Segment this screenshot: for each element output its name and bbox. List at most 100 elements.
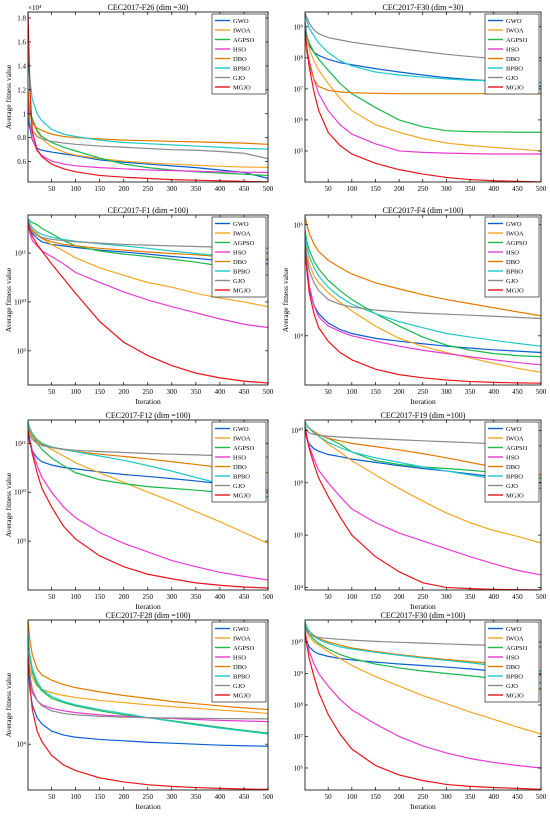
y-exponent-label: ×10⁴ bbox=[28, 4, 42, 12]
series-line-mgjo bbox=[28, 654, 268, 790]
legend-box bbox=[484, 421, 540, 503]
y-tick-label: 10⁴ bbox=[294, 584, 304, 592]
y-tick-label: 10⁴ bbox=[294, 332, 304, 340]
legend-label-bpbo: BPBO bbox=[506, 65, 523, 72]
legend-box bbox=[484, 13, 540, 95]
x-tick-label: 400 bbox=[488, 593, 499, 601]
legend-label-dbo: DBO bbox=[506, 259, 520, 266]
legend-label-bpbo: BPBO bbox=[233, 65, 250, 72]
y-tick-label: 10⁴ bbox=[17, 741, 27, 749]
series-line-bpbo bbox=[28, 59, 268, 150]
x-tick-label: 400 bbox=[215, 185, 226, 193]
legend-label-agpso: AGPSO bbox=[506, 445, 528, 452]
series-line-agpso bbox=[305, 622, 541, 684]
legend: GWO IWOA AGPSO HSO DBO BPBO GJO MGJO bbox=[211, 421, 267, 503]
legend-label-iwoa: IWOA bbox=[233, 27, 251, 34]
x-tick-label: 400 bbox=[488, 185, 499, 193]
series-line-iwoa bbox=[305, 626, 541, 735]
legend-label-dbo: DBO bbox=[233, 664, 247, 671]
legend-label-bpbo: BPBO bbox=[233, 673, 250, 680]
x-tick-label: 150 bbox=[370, 793, 381, 801]
x-tick-label: 200 bbox=[394, 793, 405, 801]
legend-label-gjo: GJO bbox=[506, 683, 518, 690]
chart-title: CEC2017-F30 (dim =100) bbox=[381, 611, 466, 620]
x-tick-label: 200 bbox=[394, 593, 405, 601]
x-tick-label: 250 bbox=[418, 593, 429, 601]
series-line-gwo bbox=[305, 430, 541, 484]
legend-label-mgjo: MGJO bbox=[233, 84, 251, 91]
x-tick-label: 350 bbox=[465, 185, 476, 193]
legend-label-iwoa: IWOA bbox=[233, 230, 251, 237]
x-tick-label: 400 bbox=[488, 793, 499, 801]
legend-label-agpso: AGPSO bbox=[233, 645, 255, 652]
y-tick-label: 10¹¹ bbox=[15, 250, 26, 258]
y-tick-label: 10⁸ bbox=[294, 479, 304, 487]
series-line-hso bbox=[305, 629, 541, 769]
y-tick-label: 10⁹ bbox=[17, 538, 27, 546]
y-tick-label: 1 bbox=[23, 110, 27, 118]
legend-label-iwoa: IWOA bbox=[506, 435, 524, 442]
chart-title: CEC2017-F26 (dim =30) bbox=[108, 3, 189, 12]
series-line-dbo bbox=[28, 423, 268, 474]
legend-label-bpbo: BPBO bbox=[233, 268, 250, 275]
chart-title: CEC2017-F28 (dim =100) bbox=[106, 611, 191, 620]
x-tick-label: 300 bbox=[441, 593, 452, 601]
x-tick-label: 250 bbox=[143, 593, 154, 601]
y-tick-label: 10⁷ bbox=[294, 85, 304, 93]
legend-label-agpso: AGPSO bbox=[506, 37, 528, 44]
legend-label-hso: HSO bbox=[233, 249, 246, 256]
x-axis-label: Iteration bbox=[135, 802, 161, 811]
chart-panel-5: 50 100 150 200 250 300 350 400 450 500 10⁹ 10¹⁰ 10¹¹… bbox=[4, 411, 274, 611]
x-tick-label: 100 bbox=[347, 388, 358, 396]
x-tick-label: 100 bbox=[70, 593, 81, 601]
series-line-iwoa bbox=[305, 24, 541, 152]
series-line-gjo bbox=[305, 425, 541, 447]
legend-label-gjo: GJO bbox=[506, 278, 518, 285]
y-tick-label: 10¹⁰ bbox=[14, 298, 26, 306]
series-line-gjo bbox=[28, 113, 268, 160]
legend-label-gwo: GWO bbox=[233, 626, 249, 633]
x-tick-label: 450 bbox=[239, 593, 250, 601]
series-line-mgjo bbox=[305, 428, 541, 590]
x-tick-label: 450 bbox=[239, 185, 250, 193]
x-tick-label: 300 bbox=[441, 185, 452, 193]
x-tick-label: 200 bbox=[118, 388, 129, 396]
y-tick-label: 1.2 bbox=[17, 86, 26, 94]
chart-title: CEC2017-F19 (dim =100) bbox=[381, 411, 466, 420]
legend-label-gjo: GJO bbox=[506, 75, 518, 82]
x-tick-label: 300 bbox=[167, 388, 178, 396]
series-line-gwo bbox=[28, 434, 268, 491]
chart-title: CEC2017-F1 (dim =100) bbox=[108, 206, 189, 215]
legend: GWO IWOA AGPSO HSO DBO BPBO GJO MGJO bbox=[484, 421, 540, 503]
x-tick-label: 250 bbox=[143, 388, 154, 396]
x-tick-label: 400 bbox=[215, 388, 226, 396]
x-tick-label: 150 bbox=[94, 793, 105, 801]
series-line-gjo bbox=[305, 626, 541, 648]
legend-label-hso: HSO bbox=[506, 249, 519, 256]
x-axis-label: Iteration bbox=[135, 602, 161, 611]
legend-label-mgjo: MGJO bbox=[506, 84, 524, 91]
y-tick-label: 10⁶ bbox=[294, 116, 304, 124]
legend-box bbox=[484, 216, 540, 298]
x-tick-label: 150 bbox=[94, 185, 105, 193]
x-tick-label: 350 bbox=[191, 793, 202, 801]
legend-label-agpso: AGPSO bbox=[233, 37, 255, 44]
x-tick-label: 350 bbox=[465, 388, 476, 396]
legend-label-gjo: GJO bbox=[233, 483, 245, 490]
y-tick-label: 10⁹ bbox=[294, 23, 304, 31]
legend-label-bpbo: BPBO bbox=[506, 473, 523, 480]
series-line-hso bbox=[28, 663, 268, 723]
x-tick-label: 500 bbox=[536, 388, 547, 396]
legend-label-hso: HSO bbox=[506, 46, 519, 53]
x-tick-label: 100 bbox=[70, 793, 81, 801]
x-tick-label: 50 bbox=[325, 388, 333, 396]
x-tick-label: 100 bbox=[347, 793, 358, 801]
x-axis-label: Iteration bbox=[410, 802, 436, 811]
y-tick-label: 10⁶ bbox=[294, 221, 304, 229]
x-tick-label: 150 bbox=[370, 593, 381, 601]
series-line-bpbo bbox=[28, 421, 268, 498]
x-tick-label: 450 bbox=[239, 793, 250, 801]
legend: GWO IWOA AGPSO HSO DBO BPBO GJO MGJO bbox=[484, 621, 540, 703]
chart-panel-1: 50 100 150 200 250 300 350 400 450 500 0.6 0.8 1 1.2 1… bbox=[4, 3, 274, 193]
legend-label-agpso: AGPSO bbox=[233, 240, 255, 247]
